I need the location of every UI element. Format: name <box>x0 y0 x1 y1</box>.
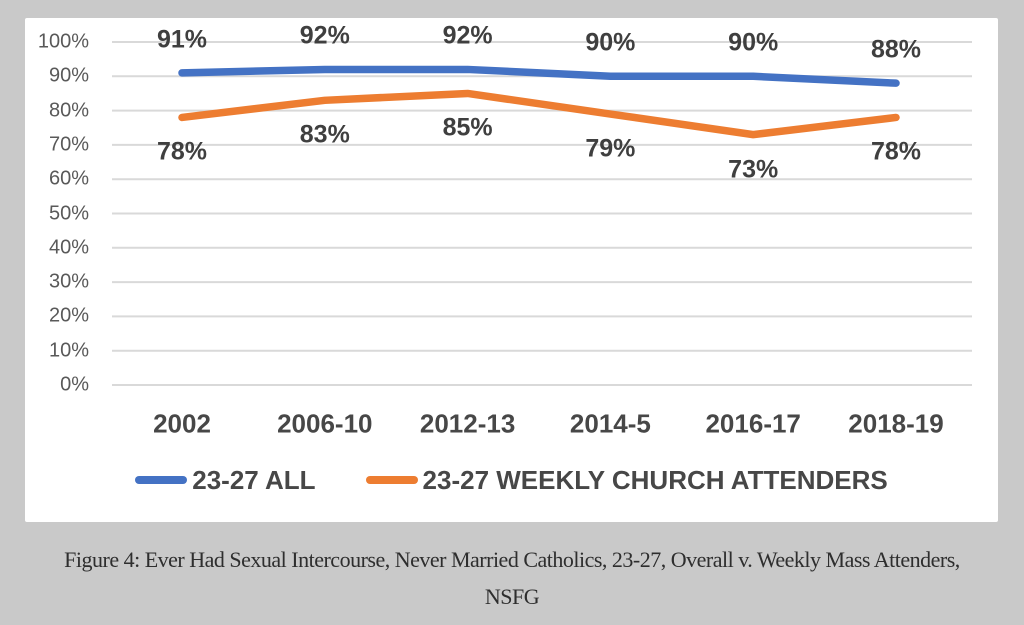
x-category-label: 2016-17 <box>705 408 801 439</box>
data-label: 92% <box>442 21 493 50</box>
y-tick-label: 10% <box>48 339 89 362</box>
legend-item-weekly-attenders: 23-27 WEEKLY CHURCH ATTENDERS <box>365 464 888 496</box>
x-category-label: 2012-13 <box>419 408 516 439</box>
y-tick-label: 70% <box>48 133 89 156</box>
figure-caption-line-2: NSFG <box>484 584 540 609</box>
data-label: 83% <box>299 120 350 149</box>
y-tick-label: 100% <box>37 30 89 53</box>
x-category-label: 2014-5 <box>569 408 651 439</box>
data-label: 78% <box>156 137 208 166</box>
x-category-label: 2018-19 <box>848 408 944 439</box>
data-label: 91% <box>156 25 208 54</box>
y-tick-label: 20% <box>48 304 89 327</box>
data-label: 92% <box>299 21 350 50</box>
y-tick-label: 90% <box>48 64 89 87</box>
data-label: 90% <box>585 28 636 57</box>
y-tick-label: 30% <box>48 270 89 293</box>
line-chart-svg <box>112 41 972 386</box>
data-label: 88% <box>870 35 922 64</box>
y-tick-label: 60% <box>48 167 89 190</box>
legend-label-weekly-attenders: 23-27 WEEKLY CHURCH ATTENDERS <box>422 464 888 495</box>
y-tick-label: 50% <box>48 202 89 224</box>
series-line-1 <box>178 89 900 139</box>
x-category-label: 2006-10 <box>277 408 373 439</box>
legend-label-all: 23-27 ALL <box>192 464 316 495</box>
x-category-label: 2002 <box>153 408 211 439</box>
data-label: 79% <box>585 134 636 163</box>
y-tick-label: 0% <box>60 373 89 396</box>
data-label: 85% <box>442 113 493 142</box>
chart-legend: 23-27 ALL 23-27 WEEKLY CHURCH ATTENDERS <box>25 462 998 498</box>
series-line-0 <box>178 65 900 87</box>
figure-caption-line-1: Figure 4: Ever Had Sexual Intercourse, N… <box>64 547 960 572</box>
legend-line-marker-weekly-attenders <box>365 476 418 484</box>
chart-container: 100% 90% 80% 70% 60% 50% 40% 30% 20% 10% 0% 2002 20… <box>25 18 998 522</box>
legend-item-all: 23-27 ALL <box>135 464 316 496</box>
data-label: 73% <box>728 155 779 184</box>
legend-line-marker-all <box>135 476 188 484</box>
figure-caption: Figure 4: Ever Had Sexual Intercourse, N… <box>0 541 1024 615</box>
y-tick-label: 80% <box>48 99 89 122</box>
data-label: 78% <box>870 137 922 166</box>
y-tick-label: 40% <box>48 236 89 259</box>
data-label: 90% <box>728 28 779 57</box>
